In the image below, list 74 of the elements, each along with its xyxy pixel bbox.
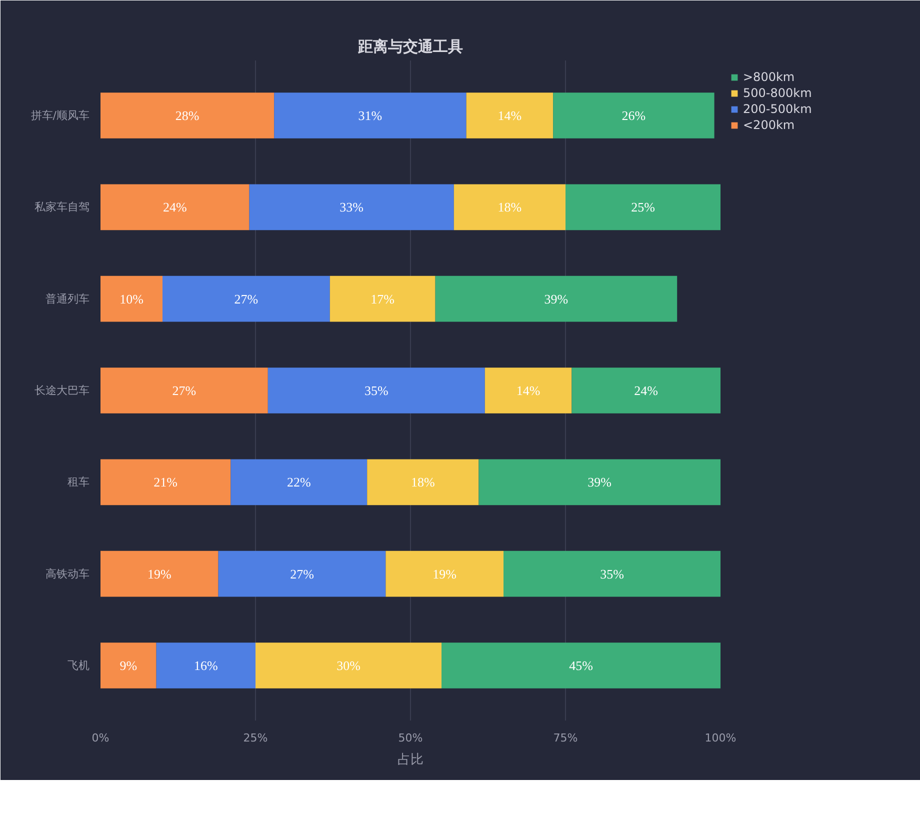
bar <box>553 92 714 138</box>
x-tick-label: 0% <box>92 732 110 744</box>
y-tick-label: 普通列车 <box>46 292 90 306</box>
bar <box>100 92 274 138</box>
data-label: 45% <box>569 658 594 673</box>
y-tick-label: 高铁动车 <box>46 567 90 580</box>
bar <box>566 184 720 230</box>
data-label: 16% <box>194 658 218 673</box>
bar <box>100 368 268 414</box>
bar <box>442 642 720 688</box>
data-label: 19% <box>432 566 457 582</box>
data-label: 14% <box>498 108 522 123</box>
legend-label: <200km <box>743 118 795 132</box>
data-label: 24% <box>162 200 187 215</box>
bar <box>367 459 479 506</box>
data-label: 22% <box>286 474 311 490</box>
legend-label: 500-800km <box>743 86 812 100</box>
data-label: 17% <box>370 291 395 306</box>
data-label: 18% <box>498 200 522 215</box>
bar <box>218 550 386 597</box>
data-label: 28% <box>175 108 200 123</box>
data-label: 27% <box>172 383 196 398</box>
bar <box>100 459 231 506</box>
x-axis-title: 占比 <box>398 752 424 768</box>
data-label: 26% <box>622 108 646 123</box>
data-label: 27% <box>290 566 314 582</box>
bar <box>249 184 454 230</box>
data-label: 39% <box>588 474 612 490</box>
bar <box>156 642 256 688</box>
y-tick-label: 长途大巴车 <box>34 384 90 397</box>
data-label: 18% <box>410 474 435 490</box>
legend-label: >800km <box>743 70 795 84</box>
bar <box>100 550 218 597</box>
y-tick-label: 私家车自驾 <box>34 200 90 214</box>
chart-title: 距离与交通工具 <box>357 38 463 56</box>
bar <box>268 368 485 414</box>
y-tick-label: 飞机 <box>68 659 90 672</box>
legend-label: 200-500km <box>743 102 812 116</box>
data-label: 35% <box>600 566 624 582</box>
bar <box>454 184 566 230</box>
x-tick-label: 25% <box>243 732 268 744</box>
bar <box>484 368 572 414</box>
data-label: 39% <box>544 291 568 306</box>
y-tick-label: 拼车/顺风车 <box>30 109 90 122</box>
bar <box>230 459 368 506</box>
bar <box>466 92 554 138</box>
data-label: 35% <box>364 383 388 398</box>
data-label: 19% <box>147 566 172 582</box>
data-label: 10% <box>120 291 144 306</box>
bar <box>330 276 436 322</box>
bar <box>504 550 720 597</box>
x-tick-label: 100% <box>704 732 736 744</box>
data-label: 31% <box>358 108 382 123</box>
bar <box>256 642 442 688</box>
x-tick-label: 50% <box>398 732 423 744</box>
data-label: 33% <box>340 200 364 215</box>
bar <box>100 276 162 322</box>
data-label: 24% <box>634 383 658 398</box>
bar <box>100 642 156 688</box>
data-label: 25% <box>631 200 656 215</box>
data-label: 14% <box>516 383 540 398</box>
data-label: 27% <box>234 291 258 306</box>
bar <box>478 459 720 506</box>
data-label: 30% <box>336 658 361 673</box>
y-tick-label: 租车 <box>68 476 90 489</box>
data-label: 9% <box>120 658 138 673</box>
bar <box>100 184 250 230</box>
bar <box>386 550 504 597</box>
x-tick-label: 75% <box>553 732 578 744</box>
bar <box>435 276 678 322</box>
data-label: 21% <box>154 474 178 490</box>
bar <box>572 368 720 414</box>
bar <box>162 276 330 322</box>
bar <box>274 92 466 138</box>
